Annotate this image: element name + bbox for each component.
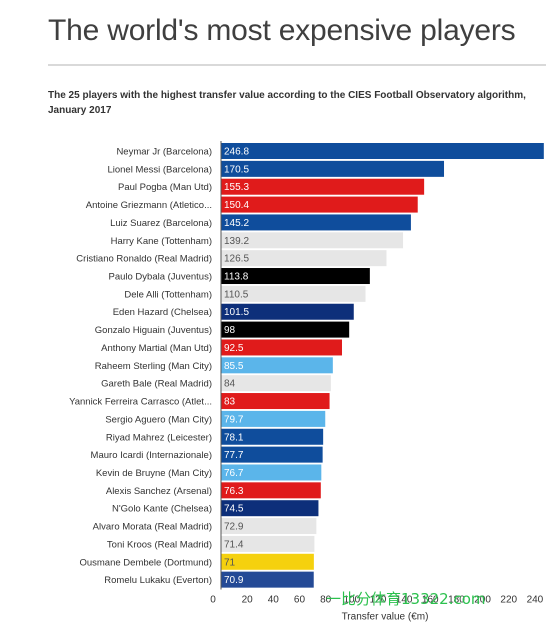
bar xyxy=(221,232,404,249)
bar xyxy=(221,214,411,231)
value-label: 101.5 xyxy=(224,307,249,318)
bar xyxy=(221,518,317,535)
x-tick-label: 220 xyxy=(500,595,517,606)
value-label: 74.5 xyxy=(224,504,244,515)
header-divider xyxy=(48,64,546,66)
category-label: N'Golo Kante (Chelsea) xyxy=(112,504,212,515)
x-tick-label: 200 xyxy=(474,595,491,606)
value-label: 170.5 xyxy=(224,164,249,175)
category-label: Yannick Ferreira Carrasco (Atlet... xyxy=(69,397,212,408)
category-label: Paul Pogba (Man Utd) xyxy=(118,182,212,193)
bar xyxy=(221,482,321,499)
value-label: 150.4 xyxy=(224,200,249,211)
bar xyxy=(221,393,330,410)
x-tick-label: 60 xyxy=(294,595,306,606)
value-label: 92.5 xyxy=(224,343,244,354)
x-tick-label: 240 xyxy=(527,595,544,606)
bar xyxy=(221,268,370,285)
category-label: Neymar Jr (Barcelona) xyxy=(116,147,212,158)
bar xyxy=(221,160,445,177)
bar xyxy=(221,285,366,302)
value-label: 76.7 xyxy=(224,468,244,479)
bar xyxy=(221,428,324,445)
value-label: 139.2 xyxy=(224,236,249,247)
chart-subtitle: The 25 players with the highest transfer… xyxy=(48,90,526,116)
value-label: 77.7 xyxy=(224,450,244,461)
value-label: 126.5 xyxy=(224,254,249,265)
bar xyxy=(221,178,425,195)
value-label: 110.5 xyxy=(224,289,249,300)
x-tick-label: 20 xyxy=(242,595,254,606)
bar xyxy=(221,571,314,588)
value-label: 145.2 xyxy=(224,218,249,229)
bar xyxy=(221,196,418,213)
x-tick-label: 0 xyxy=(210,595,216,606)
bar xyxy=(221,500,319,517)
value-label: 76.3 xyxy=(224,486,244,497)
value-label: 98 xyxy=(224,325,236,336)
category-label: Romelu Lukaku (Everton) xyxy=(104,575,212,586)
category-label: Eden Hazard (Chelsea) xyxy=(113,307,212,318)
bar xyxy=(221,321,350,338)
x-tick-label: 180 xyxy=(448,595,465,606)
value-label: 72.9 xyxy=(224,522,244,533)
category-label: Raheem Sterling (Man City) xyxy=(95,361,212,372)
x-tick-label: 120 xyxy=(370,595,387,606)
bar xyxy=(221,303,354,320)
value-label: 155.3 xyxy=(224,182,249,193)
category-label: Sergio Aguero (Man City) xyxy=(105,414,212,425)
bar xyxy=(221,553,314,570)
bar xyxy=(221,410,326,427)
x-axis-label: Transfer value (€m) xyxy=(342,612,429,623)
value-label: 83 xyxy=(224,397,236,408)
value-label: 78.1 xyxy=(224,432,244,443)
value-label: 79.7 xyxy=(224,414,244,425)
category-label: Toni Kroos (Real Madrid) xyxy=(107,539,212,550)
category-label: Luiz Suarez (Barcelona) xyxy=(110,218,212,229)
value-label: 71.4 xyxy=(224,539,244,550)
bar xyxy=(221,446,323,463)
bar xyxy=(221,535,315,552)
category-label: Alexis Sanchez (Arsenal) xyxy=(106,486,212,497)
x-tick-label: 140 xyxy=(396,595,413,606)
bar xyxy=(221,143,544,159)
bar xyxy=(221,375,331,392)
category-label: Dele Alli (Tottenham) xyxy=(124,289,212,300)
category-label: Kevin de Bruyne (Man City) xyxy=(96,468,212,479)
category-label: Riyad Mahrez (Leicester) xyxy=(106,432,212,443)
bar xyxy=(221,250,387,267)
category-label: Harry Kane (Tottenham) xyxy=(111,236,212,247)
value-label: 246.8 xyxy=(224,147,249,158)
x-tick-label: 160 xyxy=(422,595,439,606)
page-title: The world's most expensive players xyxy=(48,14,516,47)
category-label: Paulo Dybala (Juventus) xyxy=(109,272,213,283)
bar xyxy=(221,339,342,356)
value-label: 84 xyxy=(224,379,236,390)
value-label: 85.5 xyxy=(224,361,244,372)
bar xyxy=(221,464,322,481)
watermark-text: 一比分体育13322.com xyxy=(326,590,486,608)
category-label: Lionel Messi (Barcelona) xyxy=(107,164,212,175)
category-label: Mauro Icardi (Internazionale) xyxy=(91,450,212,461)
category-label: Anthony Martial (Man Utd) xyxy=(101,343,212,354)
category-label: Gonzalo Higuain (Juventus) xyxy=(95,325,212,336)
x-tick-label: 80 xyxy=(320,595,332,606)
category-label: Cristiano Ronaldo (Real Madrid) xyxy=(76,254,212,265)
x-tick-label: 100 xyxy=(343,595,360,606)
value-label: 113.8 xyxy=(224,272,249,283)
bar xyxy=(221,357,333,374)
category-label: Gareth Bale (Real Madrid) xyxy=(101,379,212,390)
category-label: Ousmane Dembele (Dortmund) xyxy=(79,557,212,568)
x-tick-label: 40 xyxy=(268,595,280,606)
category-label: Antoine Griezmann (Atletico... xyxy=(86,200,212,211)
value-label: 70.9 xyxy=(224,575,244,586)
value-label: 71 xyxy=(224,557,236,568)
category-label: Alvaro Morata (Real Madrid) xyxy=(93,522,212,533)
